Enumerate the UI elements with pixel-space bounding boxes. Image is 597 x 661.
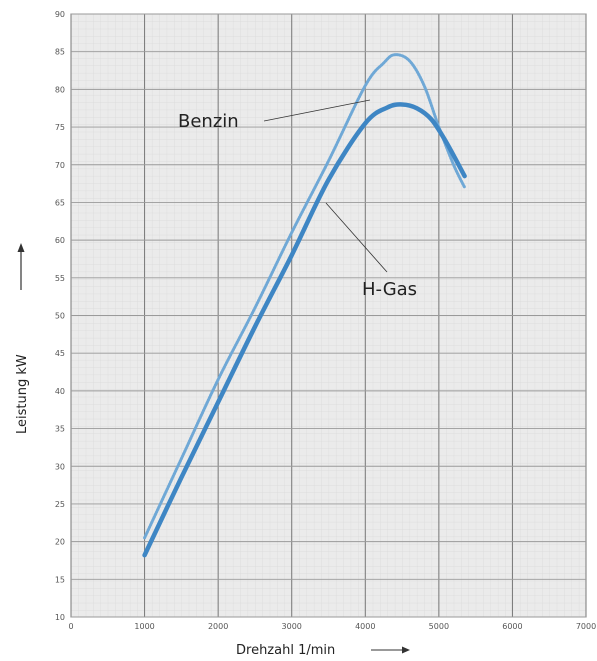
y-tick-label: 40 [55, 387, 65, 396]
y-tick-label: 35 [55, 425, 65, 434]
y-tick-labels: 10 15 20 25 30 35 40 45 50 55 60 65 70 75 80 85 90 [55, 10, 65, 622]
x-tick-label: 7000 [576, 622, 596, 631]
y-axis-arrow [17, 243, 25, 290]
y-tick-label: 75 [55, 123, 65, 132]
y-tick-label: 90 [55, 10, 65, 19]
x-tick-label: 6000 [502, 622, 522, 631]
series-label-benzin: Benzin [178, 111, 239, 132]
x-tick-label: 1000 [134, 622, 154, 631]
major-grid-horizontal [71, 13, 586, 618]
y-tick-label: 25 [55, 500, 65, 509]
y-tick-label: 10 [55, 613, 65, 622]
y-tick-label: 70 [55, 161, 65, 170]
series-layer [142, 53, 467, 558]
y-tick-label: 60 [55, 236, 65, 245]
y-tick-label: 55 [55, 274, 65, 283]
x-tick-label: 0 [68, 622, 73, 631]
x-axis-arrow [371, 646, 410, 654]
y-tick-label: 80 [55, 85, 65, 94]
series-label-hgas: H-Gas [362, 279, 417, 300]
x-tick-label: 3000 [282, 622, 302, 631]
x-tick-label: 2000 [208, 622, 228, 631]
x-tick-label: 5000 [429, 622, 449, 631]
benzin-leader-line [263, 99, 371, 122]
series-line-h-gas [142, 102, 467, 558]
y-tick-label: 65 [55, 198, 65, 207]
x-tick-labels: 0 1000 2000 3000 4000 5000 6000 7000 [68, 622, 596, 631]
y-tick-label: 20 [55, 538, 65, 547]
y-tick-label: 30 [55, 462, 65, 471]
hgas-leader-line [325, 202, 388, 273]
y-tick-label: 85 [55, 48, 65, 57]
x-axis-title: Drehzahl 1/min [236, 643, 335, 658]
y-axis-title: Leistung kW [15, 354, 30, 434]
y-tick-label: 45 [55, 349, 65, 358]
x-tick-label: 4000 [355, 622, 375, 631]
y-tick-label: 15 [55, 575, 65, 584]
series-line-benzin [143, 53, 467, 540]
y-tick-label: 50 [55, 312, 65, 321]
